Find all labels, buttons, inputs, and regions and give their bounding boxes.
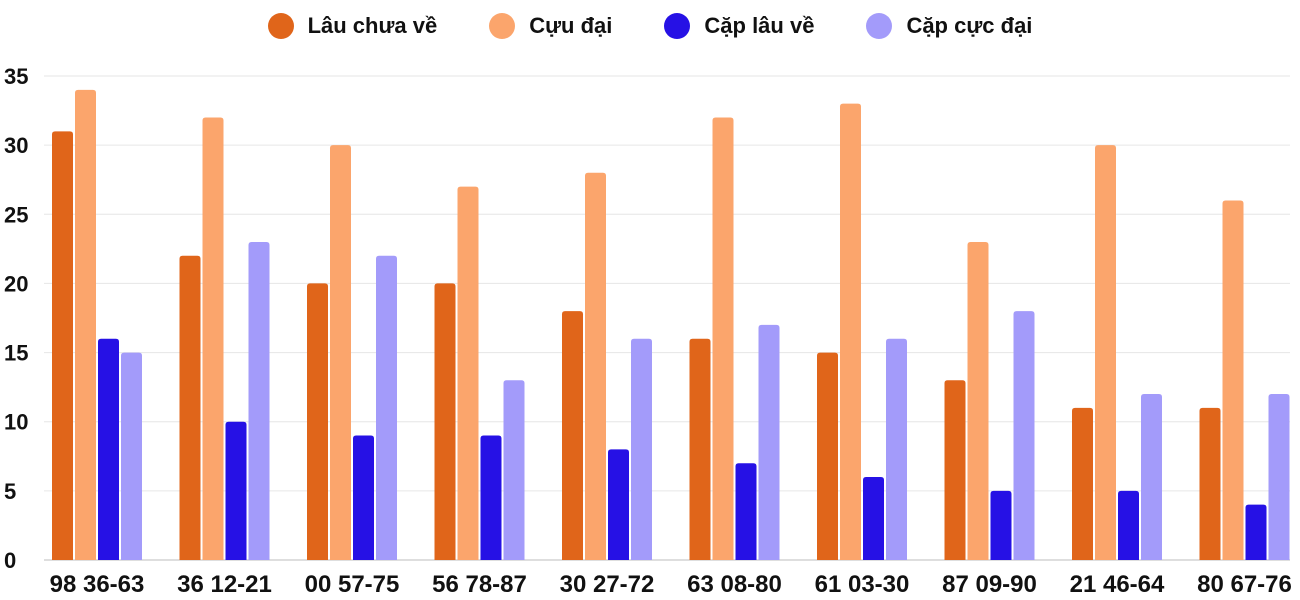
bar-cap-lau-ve-7[interactable] <box>990 490 1012 560</box>
bar-lau-chua-ve-3[interactable] <box>434 283 456 560</box>
bar-cuu-dai-8[interactable] <box>1095 145 1116 560</box>
bar-cap-lau-ve-2[interactable] <box>353 435 374 560</box>
bar-cap-cuc-dai-2[interactable] <box>376 255 397 560</box>
bar-cuu-dai-3[interactable] <box>457 186 479 560</box>
x-axis-labels: 98 36-63 36 12-21 00 57-75 56 78-87 30 27-72… <box>50 571 1292 598</box>
x-category-label-4: 30 27-72 <box>560 571 655 598</box>
bar-cuu-dai-5[interactable] <box>712 117 734 560</box>
bar-cap-lau-ve-9[interactable] <box>1245 504 1267 560</box>
bar-cap-cuc-dai-0[interactable] <box>121 352 142 560</box>
bar-cap-cuc-dai-6[interactable] <box>886 338 907 560</box>
bar-lau-chua-ve-6[interactable] <box>817 352 838 560</box>
y-tick-label-20: 20 <box>4 271 28 296</box>
bar-cap-cuc-dai-7[interactable] <box>1013 311 1035 560</box>
y-tick-label-25: 25 <box>4 202 28 227</box>
legend-swatch-lau-chua-ve <box>267 13 294 39</box>
bar-lau-chua-ve-1[interactable] <box>179 255 201 560</box>
legend-label-cuu-dai: Cựu đại <box>529 13 613 38</box>
bar-cap-cuc-dai-9[interactable] <box>1268 394 1290 560</box>
bar-cap-lau-ve-1[interactable] <box>225 421 247 560</box>
bar-cuu-dai-0[interactable] <box>75 89 96 560</box>
x-category-label-5: 63 08-80 <box>687 571 782 598</box>
legend-item-cap-lau-ve[interactable]: Cặp lâu về <box>664 13 814 39</box>
x-category-label-1: 36 12-21 <box>177 571 272 598</box>
x-category-label-2: 00 57-75 <box>305 571 400 598</box>
bar-lau-chua-ve-4[interactable] <box>562 311 583 560</box>
bars <box>52 89 1290 561</box>
bar-cap-cuc-dai-5[interactable] <box>758 324 780 560</box>
chart-legend: Lâu chưa về Cựu đại Cặp lâu về Cặp cực đ… <box>0 8 1300 44</box>
bar-lau-chua-ve-8[interactable] <box>1072 407 1093 560</box>
bar-cap-lau-ve-3[interactable] <box>480 435 502 560</box>
bar-cuu-dai-7[interactable] <box>967 241 989 560</box>
bar-lau-chua-ve-5[interactable] <box>689 338 711 560</box>
legend-item-cuu-dai[interactable]: Cựu đại <box>489 13 612 39</box>
x-category-label-8: 21 46-64 <box>1070 571 1165 598</box>
legend-swatch-cap-cuc-dai <box>866 13 893 39</box>
y-tick-label-35: 35 <box>4 64 28 89</box>
bar-lau-chua-ve-2[interactable] <box>307 283 328 560</box>
bar-cap-lau-ve-4[interactable] <box>608 449 629 560</box>
bar-lau-chua-ve-7[interactable] <box>944 380 966 560</box>
bar-cap-cuc-dai-1[interactable] <box>248 241 270 560</box>
bar-cap-lau-ve-8[interactable] <box>1118 490 1139 560</box>
bar-cuu-dai-1[interactable] <box>202 117 224 560</box>
y-tick-label-15: 15 <box>4 341 28 366</box>
y-tick-label-10: 10 <box>4 410 28 435</box>
legend-label-cap-cuc-dai: Cặp cực đại <box>906 13 1033 38</box>
bar-cap-cuc-dai-8[interactable] <box>1141 394 1162 560</box>
y-axis-ticks: 0 5 10 15 20 25 30 35 <box>4 64 28 573</box>
bar-cap-cuc-dai-4[interactable] <box>631 338 652 560</box>
bar-cap-cuc-dai-3[interactable] <box>503 380 525 560</box>
legend-label-lau-chua-ve: Lâu chưa về <box>307 13 438 38</box>
bar-cuu-dai-6[interactable] <box>840 103 861 561</box>
x-category-label-7: 87 09-90 <box>942 571 1037 598</box>
bar-lau-chua-ve-0[interactable] <box>52 131 73 561</box>
bar-cap-lau-ve-6[interactable] <box>863 477 884 560</box>
bar-cap-lau-ve-0[interactable] <box>98 338 119 560</box>
legend-label-cap-lau-ve: Cặp lâu về <box>704 13 815 38</box>
bar-cap-lau-ve-5[interactable] <box>735 463 757 560</box>
y-tick-label-0: 0 <box>4 548 16 573</box>
bar-lau-chua-ve-9[interactable] <box>1199 407 1221 560</box>
legend-item-lau-chua-ve[interactable]: Lâu chưa về <box>267 13 438 39</box>
x-category-label-9: 80 67-76 <box>1197 571 1292 598</box>
y-tick-label-30: 30 <box>4 133 28 158</box>
bar-cuu-dai-9[interactable] <box>1222 200 1244 560</box>
x-category-label-3: 56 78-87 <box>432 571 527 598</box>
legend-item-cap-cuc-dai[interactable]: Cặp cực đại <box>866 13 1032 39</box>
x-category-label-0: 98 36-63 <box>50 571 145 598</box>
bar-cuu-dai-2[interactable] <box>330 145 351 560</box>
y-tick-label-5: 5 <box>4 479 16 504</box>
legend-swatch-cap-lau-ve <box>664 13 691 39</box>
legend-swatch-cuu-dai <box>489 13 516 39</box>
bar-cuu-dai-4[interactable] <box>585 172 606 561</box>
x-category-label-6: 61 03-30 <box>815 571 910 598</box>
